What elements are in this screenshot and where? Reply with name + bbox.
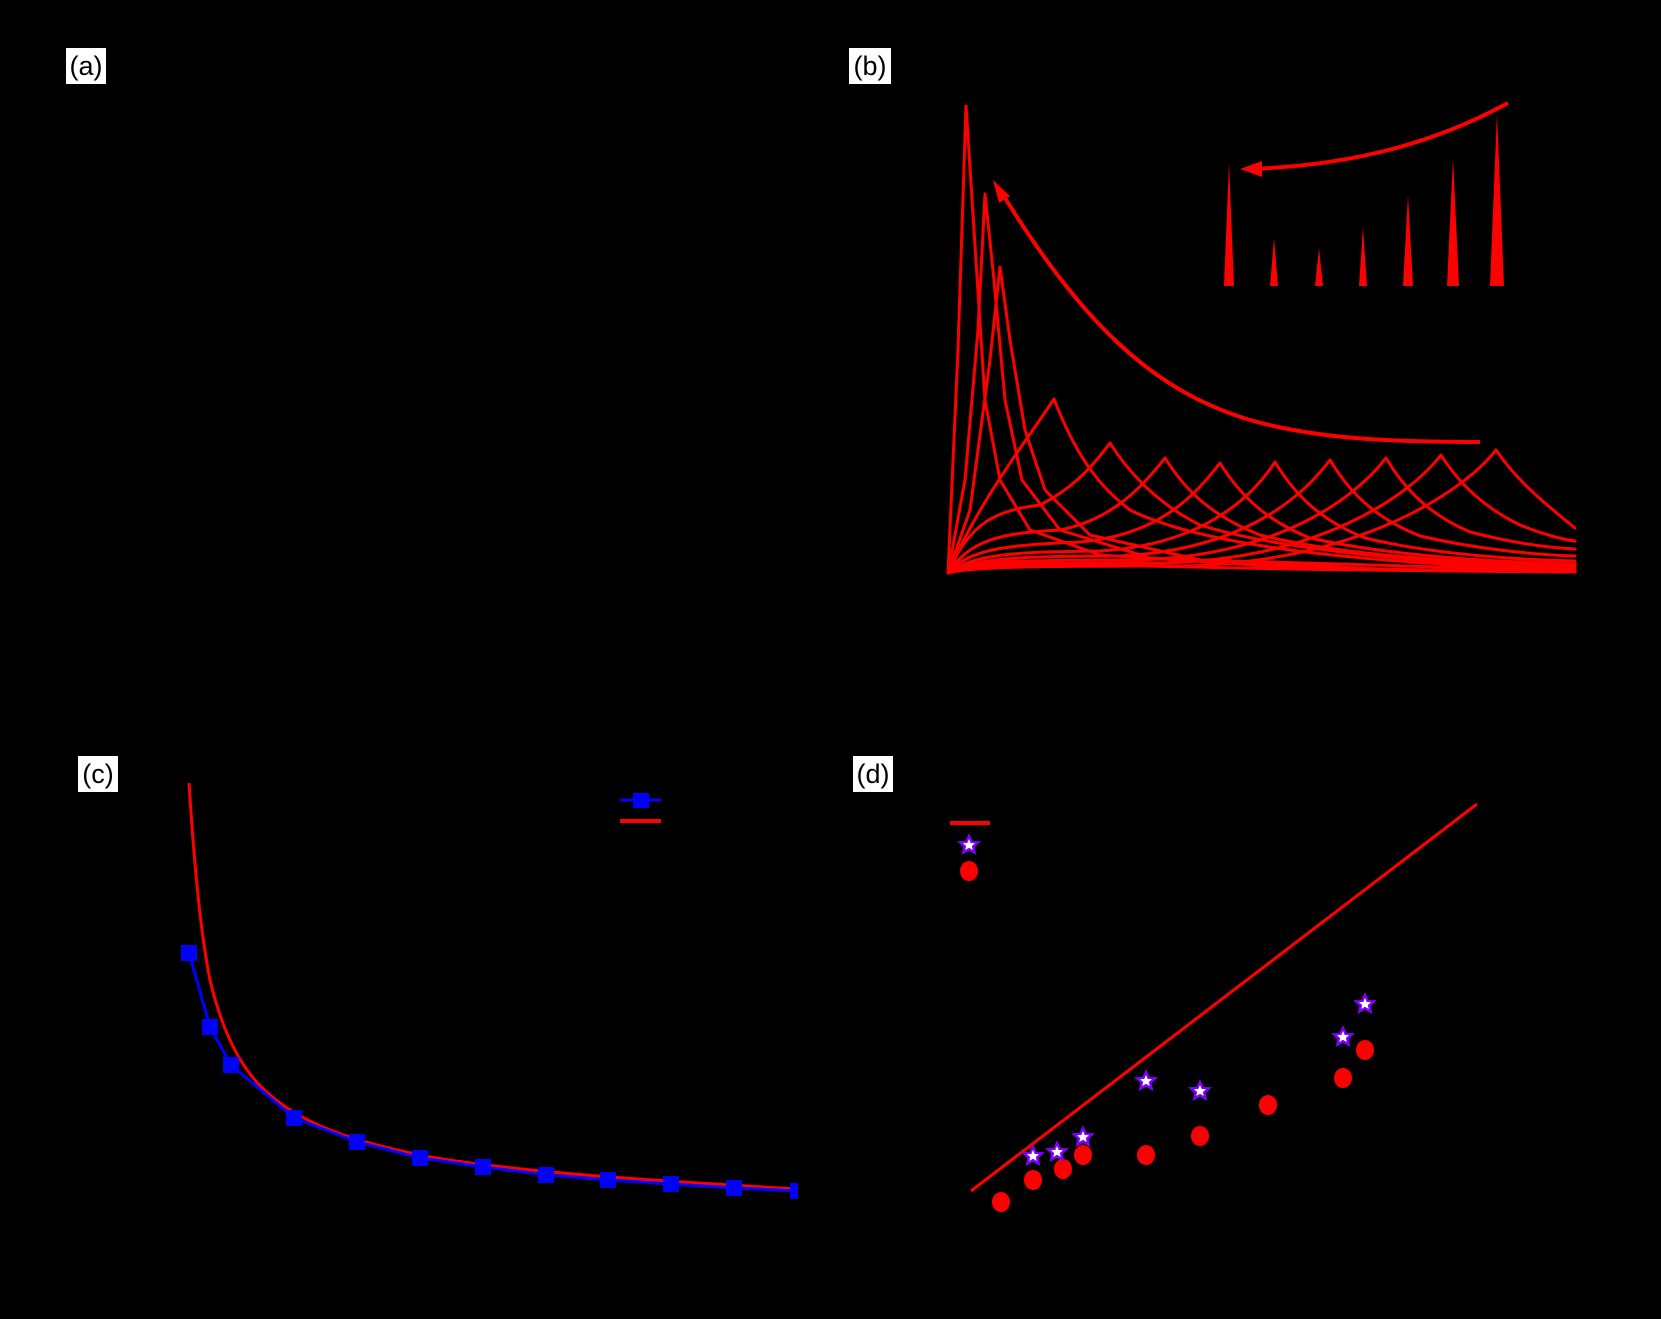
star-icon bbox=[1331, 1025, 1355, 1047]
panel-label-b: (b) bbox=[849, 48, 891, 84]
spectrum-curve-4 bbox=[946, 397, 1577, 575]
panel-c-legend bbox=[620, 793, 661, 823]
spectrum-baseline bbox=[946, 559, 1577, 575]
star-icon bbox=[1071, 1125, 1095, 1147]
spectrum-curve-10 bbox=[946, 456, 1577, 575]
star-icon bbox=[1353, 992, 1377, 1014]
inset-arrow bbox=[1240, 101, 1509, 177]
inset-peak-3 bbox=[1315, 248, 1323, 286]
inset-peak-7 bbox=[1490, 113, 1504, 286]
star-icon bbox=[1188, 1079, 1212, 1101]
inset-peak-5 bbox=[1403, 195, 1413, 286]
arrowhead-icon bbox=[993, 180, 1010, 203]
star-markers bbox=[1021, 992, 1377, 1166]
panel-c-plot bbox=[181, 782, 798, 1199]
panel-b-plot bbox=[946, 104, 1577, 575]
spectrum-curve-3 bbox=[946, 265, 1577, 575]
spectrum-curve-6 bbox=[946, 456, 1577, 575]
envelope-arrow-line bbox=[998, 188, 1481, 444]
legend-circle-icon bbox=[960, 861, 978, 881]
legend-star-icon bbox=[957, 833, 981, 855]
inset-peak-2 bbox=[1270, 238, 1278, 286]
panel-b-inset bbox=[1224, 113, 1504, 286]
panel-d-plot bbox=[950, 802, 1478, 1212]
reference-line bbox=[970, 802, 1478, 1193]
star-icon bbox=[1045, 1140, 1069, 1162]
inset-peak-6 bbox=[1447, 158, 1459, 286]
inset-peak-1 bbox=[1224, 163, 1234, 286]
envelope-arrow bbox=[993, 180, 1481, 444]
data-markers bbox=[181, 945, 798, 1199]
legend-square-icon bbox=[633, 793, 649, 808]
panel-d-legend bbox=[950, 821, 990, 881]
arrowhead-icon bbox=[1240, 161, 1262, 177]
star-icon bbox=[1134, 1069, 1158, 1091]
star-icon bbox=[1021, 1144, 1045, 1166]
inset-peak-4 bbox=[1359, 227, 1367, 286]
spectrum-curve-5 bbox=[946, 441, 1577, 575]
panel-label-c: (c) bbox=[78, 756, 118, 792]
spectrum-curve-12 bbox=[946, 448, 1577, 575]
spectrum-curve-7 bbox=[946, 461, 1577, 575]
inset-arrow-line bbox=[1249, 101, 1509, 171]
panel-label-a: (a) bbox=[66, 48, 106, 84]
spectrum-curve-8 bbox=[946, 460, 1577, 575]
panel-label-d: (d) bbox=[853, 756, 893, 792]
circle-markers bbox=[992, 1040, 1374, 1212]
spectrum-curve-9 bbox=[946, 458, 1577, 575]
